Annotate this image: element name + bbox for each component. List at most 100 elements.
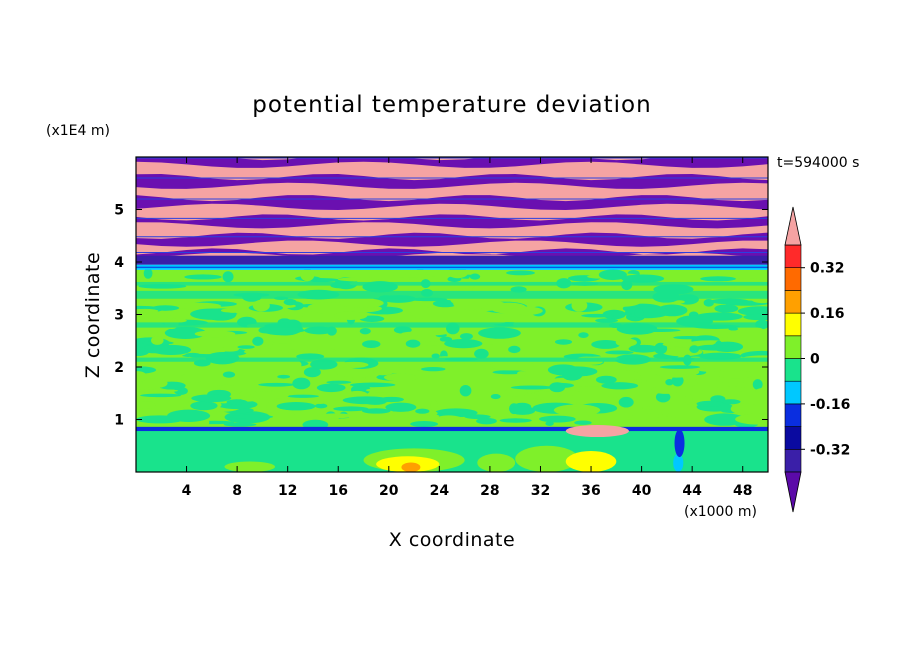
contour-blob xyxy=(490,394,501,400)
contour-blob xyxy=(477,453,516,472)
contour-blob xyxy=(415,408,430,414)
contour-blob xyxy=(673,335,704,340)
contour-blob xyxy=(695,312,743,321)
contour-blob xyxy=(359,327,371,335)
contour-blob xyxy=(224,461,276,472)
contour-blob xyxy=(287,394,320,398)
colorbar-label: 0.32 xyxy=(810,261,845,277)
contour-blob xyxy=(271,311,305,319)
contour-blob xyxy=(373,368,394,376)
contour-blob xyxy=(252,299,270,312)
contour-blob xyxy=(191,346,227,355)
contour-blob xyxy=(717,370,754,379)
contour-blob xyxy=(464,414,491,420)
contour-blob xyxy=(665,379,674,386)
contour-blob xyxy=(633,379,647,383)
contour-blob xyxy=(641,333,661,345)
contour-blob xyxy=(634,308,644,318)
contour-blob xyxy=(605,388,628,398)
contour-blob xyxy=(333,311,368,320)
contour-blob xyxy=(316,348,336,353)
contour-blob xyxy=(142,378,168,389)
contour-blob xyxy=(490,360,535,371)
contour-blob xyxy=(754,387,768,395)
contour-blob xyxy=(714,304,739,313)
contour-blob xyxy=(237,345,255,349)
contour-blob xyxy=(212,384,241,391)
contour-blob xyxy=(179,373,205,384)
contour-blob xyxy=(510,385,554,390)
contour-blob xyxy=(469,273,481,280)
contour-blob xyxy=(574,420,592,425)
contour-blob xyxy=(388,274,436,278)
colorbar-swatch xyxy=(784,403,802,427)
contour-blob xyxy=(401,331,448,336)
colorbar-label: -0.32 xyxy=(810,442,850,458)
contour-blob xyxy=(447,267,469,279)
field-upper xyxy=(136,157,768,265)
contour-blob xyxy=(651,385,682,394)
contour-blob xyxy=(143,267,153,279)
contour-blob xyxy=(730,402,758,415)
x-tick-label: 8 xyxy=(232,483,242,499)
contour-blob xyxy=(534,389,582,397)
contour-blob xyxy=(595,318,619,323)
contour-blob xyxy=(453,297,488,310)
contour-blob xyxy=(334,366,382,378)
contour-blob xyxy=(630,413,668,419)
contour-blob xyxy=(191,394,232,403)
contour-band xyxy=(136,322,768,328)
contour-blob xyxy=(689,345,700,354)
contour-blob xyxy=(258,382,295,387)
contour-blob xyxy=(326,380,352,384)
contour-blob xyxy=(459,385,472,397)
contour-blob xyxy=(184,274,222,280)
contour-blob xyxy=(591,340,621,349)
colorbar-swatch xyxy=(784,335,802,359)
contour-blob xyxy=(410,421,439,428)
contour-top-purple xyxy=(136,255,768,265)
contour-blob xyxy=(239,389,259,402)
contour-blob xyxy=(252,336,264,346)
contour-blob xyxy=(176,302,222,310)
colorbar-extend-bottom xyxy=(784,471,802,513)
chart-title: potential temperature deviation xyxy=(252,92,651,118)
x-axis: 4 8 12 16 20 24 28 32 36 40 44 48 xyxy=(182,157,752,499)
contour-blob xyxy=(190,401,218,411)
contour-blob xyxy=(745,327,764,333)
contour-blob xyxy=(605,350,634,355)
plot-area xyxy=(136,157,768,472)
contour-blob xyxy=(565,451,617,472)
colorbar-label: -0.16 xyxy=(810,397,850,413)
x-unit-label: (x1000 m) xyxy=(684,504,757,520)
contour-blob xyxy=(517,371,527,376)
contour-blob xyxy=(222,371,236,378)
contour-band-purple xyxy=(136,157,768,168)
contour-band xyxy=(136,357,768,362)
x-axis-title: X coordinate xyxy=(389,529,515,551)
contour-blob xyxy=(653,366,700,378)
x-tick-label: 44 xyxy=(682,483,702,499)
contour-blob xyxy=(385,402,417,412)
contour-band xyxy=(136,281,768,286)
colorbar-label: 0.16 xyxy=(810,306,845,322)
contour-blob xyxy=(478,327,521,339)
contour-blob xyxy=(416,341,452,346)
contour-blob xyxy=(271,325,300,336)
x-tick-label: 4 xyxy=(182,483,192,499)
y-tick-label: 2 xyxy=(114,360,124,376)
contour-blob xyxy=(136,308,159,314)
contour-band xyxy=(136,290,768,299)
contour-blob xyxy=(342,396,391,405)
contour-blob xyxy=(307,302,350,314)
contour-blob xyxy=(265,400,285,413)
contour-blob xyxy=(421,366,446,372)
y-tick-label: 5 xyxy=(114,203,124,219)
contour-blob xyxy=(272,339,294,344)
contour-blob xyxy=(659,365,701,369)
contour-blob xyxy=(433,417,448,429)
contour-blob xyxy=(333,406,369,412)
contour-blob xyxy=(378,396,404,403)
contour-blob xyxy=(287,349,298,354)
